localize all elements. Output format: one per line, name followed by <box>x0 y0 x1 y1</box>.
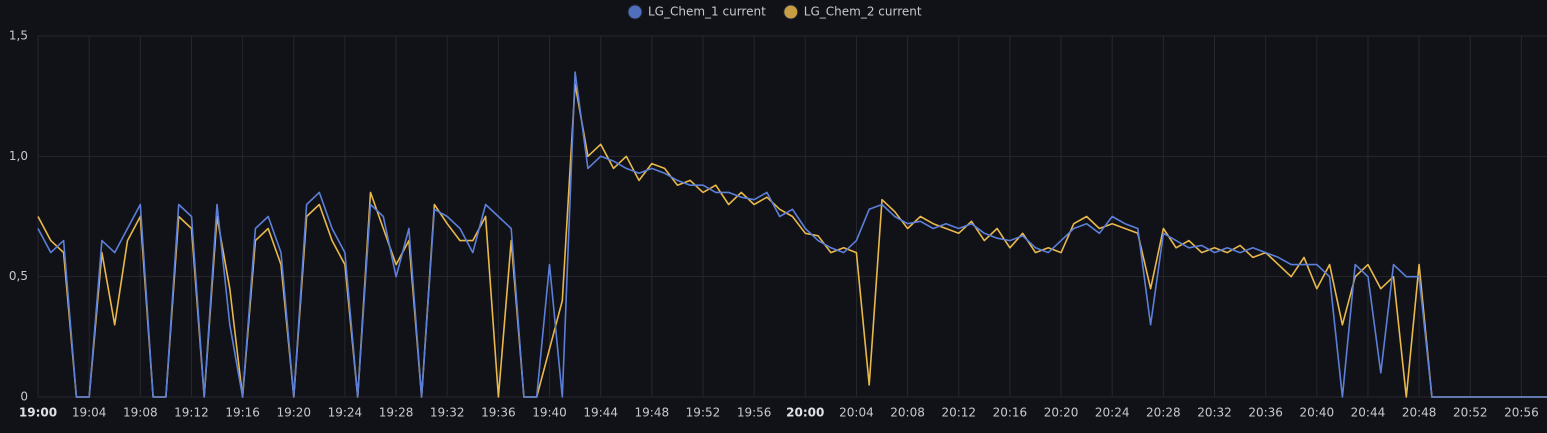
y-tick-label: 0 <box>20 390 28 404</box>
x-tick-label: 20:16 <box>993 406 1028 420</box>
legend: LG_Chem_1 current LG_Chem_2 current <box>627 4 922 20</box>
x-tick-label: 19:56 <box>737 406 772 420</box>
y-tick-label: 1,5 <box>9 29 28 43</box>
legend-swatch <box>627 4 643 20</box>
x-tick-label: 20:12 <box>941 406 976 420</box>
x-tick-label: 19:04 <box>72 406 107 420</box>
x-tick-label: 20:40 <box>1300 406 1335 420</box>
x-tick-label: 19:44 <box>583 406 618 420</box>
x-tick-label: 19:28 <box>379 406 414 420</box>
x-tick-label: 19:16 <box>225 406 260 420</box>
x-tick-label: 20:56 <box>1504 406 1539 420</box>
x-tick-label: 20:52 <box>1453 406 1488 420</box>
x-tick-label: 19:08 <box>123 406 158 420</box>
x-tick-label: 20:04 <box>839 406 874 420</box>
series-line <box>37 71 1547 398</box>
x-tick-label: 19:40 <box>532 406 567 420</box>
x-tick-label: 20:32 <box>1197 406 1232 420</box>
legend-swatch <box>783 4 799 20</box>
x-tick-label: 19:24 <box>328 406 363 420</box>
y-tick-label: 1,0 <box>9 149 28 163</box>
x-tick-label: 20:20 <box>1044 406 1079 420</box>
x-tick-label: 19:00 <box>19 406 57 420</box>
x-tick-label: 20:28 <box>1146 406 1181 420</box>
y-tick-label: 0,5 <box>9 269 28 283</box>
x-tick-label: 19:12 <box>174 406 209 420</box>
x-tick-label: 19:20 <box>276 406 311 420</box>
x-tick-label: 20:44 <box>1351 406 1386 420</box>
x-tick-label: 20:48 <box>1402 406 1437 420</box>
x-tick-label: 19:36 <box>481 406 516 420</box>
legend-label: LG_Chem_1 current <box>648 5 766 19</box>
x-tick-label: 20:08 <box>890 406 925 420</box>
x-tick-label: 19:48 <box>635 406 670 420</box>
x-tick-label: 20:00 <box>786 406 824 420</box>
x-tick-label: 20:24 <box>1095 406 1130 420</box>
legend-label: LG_Chem_2 current <box>804 5 922 19</box>
x-tick-label: 19:52 <box>686 406 721 420</box>
x-tick-label: 19:32 <box>430 406 465 420</box>
x-tick-label: 20:36 <box>1248 406 1283 420</box>
series-line <box>37 83 1547 398</box>
